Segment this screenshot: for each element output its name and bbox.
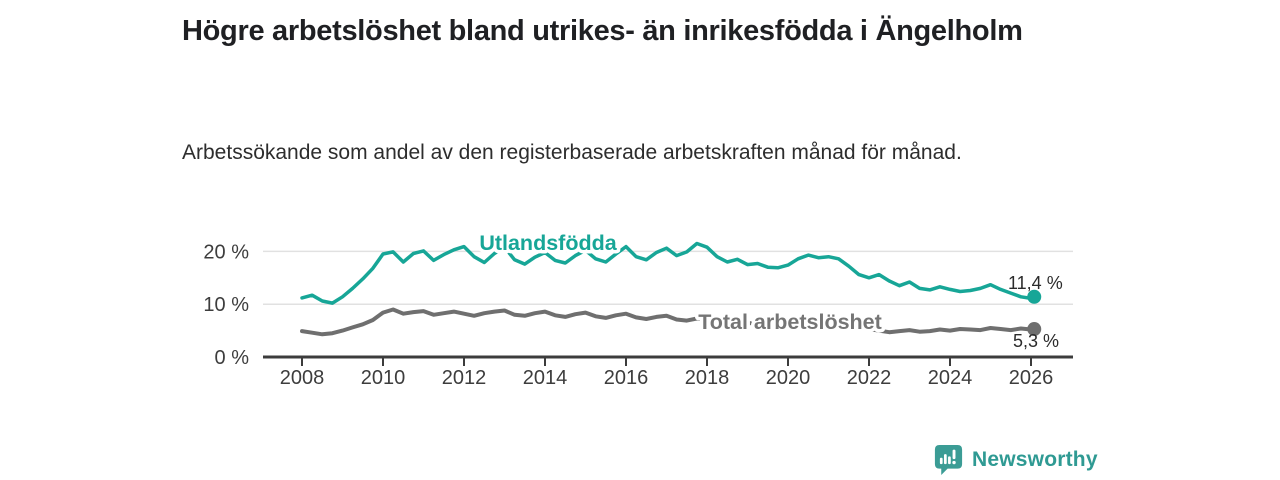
page-title: Högre arbetslöshet bland utrikes- än inr…	[182, 15, 1023, 47]
end-dot-total-arbetsl-shet	[1027, 322, 1042, 337]
x-tick-label-2008: 2008	[280, 367, 325, 389]
line-utlandsf-dda	[300, 241, 1036, 305]
newsworthy-logo: Newsworthy	[934, 444, 1098, 476]
series-label-utlandsfodda: Utlandsfödda	[479, 231, 617, 255]
newsworthy-bar-chart-icon	[934, 445, 963, 475]
y-tick-label-20: 20 %	[203, 241, 249, 263]
line-total-arbetsl-shet	[300, 307, 1037, 337]
series-label-total-arbetsloshet: Total arbetslöshet	[698, 310, 882, 334]
end-dot-utlandsf-dda	[1027, 289, 1042, 304]
x-tick-label-2016: 2016	[604, 367, 649, 389]
plot-layer: 0 % 10 % 20 % 2008 2010 2012 2014 2016 2018 2020 2…	[203, 241, 1073, 389]
x-tick-label-2010: 2010	[361, 367, 406, 389]
end-value-label-utlandsfodda: 11,4 %	[1008, 273, 1063, 293]
x-tick-label-2018: 2018	[685, 367, 730, 389]
x-tick-label-2026: 2026	[1009, 367, 1054, 389]
x-tick-label-2014: 2014	[523, 367, 568, 389]
x-tick-label-2012: 2012	[442, 367, 487, 389]
end-value-label-total: 5,3 %	[1013, 331, 1059, 351]
y-tick-label-10: 10 %	[203, 294, 249, 316]
newsworthy-wordmark: Newsworthy	[972, 448, 1098, 471]
x-tick-label-2022: 2022	[847, 367, 892, 389]
x-tick-label-2024: 2024	[928, 367, 973, 389]
x-tick-label-2020: 2020	[766, 367, 811, 389]
y-tick-label-0: 0 %	[215, 347, 250, 369]
chart-subtitle: Arbetssökande som andel av den registerb…	[182, 141, 962, 164]
